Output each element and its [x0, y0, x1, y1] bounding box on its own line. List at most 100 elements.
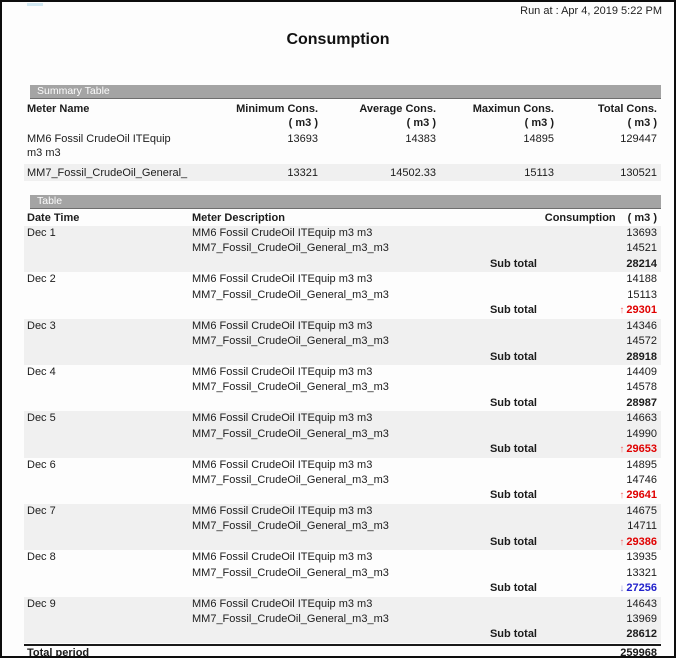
- date-cell: [24, 288, 192, 303]
- consumption-value: 14746: [626, 474, 657, 486]
- meter-description-cell: MM6 Fossil CrudeOil ITEquip m3 m3: [192, 319, 373, 332]
- avg-value: 14502.33: [390, 167, 436, 179]
- page-title: Consumption: [286, 31, 390, 48]
- sub-total-row: Sub total ↑ 29301: [24, 303, 661, 318]
- sub-total-value: ↓ 27256: [537, 581, 661, 596]
- summary-table-section: Summary Table Meter Name Minimum Cons. (…: [24, 85, 661, 181]
- min-value: 13693: [287, 133, 318, 145]
- date-cell: [24, 627, 192, 642]
- date-cell: [24, 350, 192, 365]
- run-timestamp: Run at : Apr 4, 2019 5:22 PM: [520, 5, 662, 17]
- consumption-value: 14643: [626, 597, 657, 610]
- unit-label: ( m3 ): [406, 117, 436, 129]
- meter-description-cell: MM7_Fossil_CrudeOil_General_m3_m3: [192, 612, 389, 625]
- meter-description-cell: MM6 Fossil CrudeOil ITEquip m3 m3: [192, 551, 373, 564]
- meter-description-cell: MM6 Fossil CrudeOil ITEquip m3 m3: [192, 273, 373, 286]
- meter-description-cell: MM7_Fossil_CrudeOil_General_m3_m3: [192, 335, 389, 348]
- table-row: MM7_Fossil_CrudeOil_General_m3_m3 15113: [24, 288, 661, 303]
- detail-table-section-header: Table: [30, 195, 661, 209]
- sub-total-value: ↑ 29301: [537, 303, 661, 318]
- table-row: Dec 1 MM6 Fossil CrudeOil ITEquip m3 m3 13…: [24, 226, 661, 241]
- sub-total-value: 28612: [537, 627, 661, 642]
- sub-total-row: Sub total 28987: [24, 396, 661, 411]
- date-group: Dec 9 MM6 Fossil CrudeOil ITEquip m3 m3 14…: [24, 596, 661, 643]
- sub-total-value: ↑ 29653: [537, 442, 661, 457]
- total-period-label: Total period: [27, 646, 90, 658]
- sub-total-value: 28918: [537, 350, 661, 365]
- table-row: MM7_Fossil_CrudeOil_General_m3_m3 14746: [24, 473, 661, 488]
- date-cell: Dec 2: [27, 273, 56, 286]
- table-row: Dec 5 MM6 Fossil CrudeOil ITEquip m3 m3 14…: [24, 411, 661, 426]
- date-cell: Dec 1: [27, 227, 56, 239]
- table-row: Dec 9 MM6 Fossil CrudeOil ITEquip m3 m3 14…: [24, 597, 661, 612]
- sub-total-number: 27256: [626, 582, 657, 595]
- date-cell: [24, 303, 192, 318]
- consumption-value: 14521: [626, 242, 657, 255]
- table-row: Dec 6 MM6 Fossil CrudeOil ITEquip m3 m3 14…: [24, 458, 661, 473]
- min-value: 13321: [287, 167, 318, 179]
- consumption-value: 14188: [626, 273, 657, 286]
- detail-table-body: Dec 1 MM6 Fossil CrudeOil ITEquip m3 m3 13…: [24, 226, 661, 643]
- meter-description-cell: MM7_Fossil_CrudeOil_General_m3_m3: [192, 381, 389, 394]
- table-row: Dec 2 MM6 Fossil CrudeOil ITEquip m3 m3 14…: [24, 272, 661, 287]
- sub-total-row: Sub total 28612: [24, 627, 661, 642]
- consumption-value: 14675: [626, 504, 657, 517]
- meter-name: MM7_Fossil_CrudeOil_General_: [27, 167, 188, 179]
- up-arrow-icon: ↑: [619, 444, 625, 456]
- sub-total-label: Sub total: [489, 350, 537, 363]
- avg-value: 14383: [405, 133, 436, 145]
- col-header-meter-description: Meter Description: [192, 212, 285, 224]
- table-row: MM7_Fossil_CrudeOil_General_m3_m3 14578: [24, 380, 661, 395]
- sub-total-row: Sub total ↑ 29641: [24, 488, 661, 503]
- date-group: Dec 6 MM6 Fossil CrudeOil ITEquip m3 m3 14…: [24, 458, 661, 504]
- date-cell: [24, 334, 192, 349]
- down-arrow-icon: ↓: [619, 583, 625, 595]
- meter-description-cell: MM6 Fossil CrudeOil ITEquip m3 m3: [192, 458, 373, 471]
- date-cell: Dec 3: [27, 319, 56, 332]
- sub-total-row: Sub total 28918: [24, 350, 661, 365]
- consumption-value: 15113: [627, 288, 657, 301]
- date-cell: [24, 612, 192, 627]
- meter-description-cell: MM7_Fossil_CrudeOil_General_m3_m3: [192, 427, 389, 440]
- sub-total-row: Sub total 28214: [24, 257, 661, 272]
- table-row: MM7_Fossil_CrudeOil_General_m3_m3 14572: [24, 334, 661, 349]
- meter-description-cell: MM7_Fossil_CrudeOil_General_m3_m3: [192, 566, 389, 579]
- meter-description-cell: MM6 Fossil CrudeOil ITEquip m3 m3: [192, 227, 373, 239]
- sub-total-label: Sub total: [489, 396, 537, 409]
- sub-total-label: Sub total: [489, 582, 537, 595]
- table-row: Dec 8 MM6 Fossil CrudeOil ITEquip m3 m3 13…: [24, 550, 661, 565]
- table-row: MM7_Fossil_CrudeOil_General_m3_m3 13969: [24, 612, 661, 627]
- unit-label: ( m3 ): [627, 212, 657, 224]
- consumption-value: 13693: [626, 227, 657, 239]
- date-cell: Dec 7: [27, 504, 56, 517]
- total-value: 130521: [620, 167, 657, 179]
- consumption-value: 14663: [626, 412, 657, 425]
- date-cell: [24, 535, 192, 550]
- summary-table-section-header: Summary Table: [30, 85, 661, 99]
- date-group: Dec 2 MM6 Fossil CrudeOil ITEquip m3 m3 14…: [24, 272, 661, 318]
- table-row: MM7_Fossil_CrudeOil_General_m3_m3 14990: [24, 427, 661, 442]
- date-group: Dec 3 MM6 Fossil CrudeOil ITEquip m3 m3 14…: [24, 318, 661, 365]
- meter-description-cell: MM6 Fossil CrudeOil ITEquip m3 m3: [192, 504, 373, 517]
- max-value: 14895: [523, 133, 554, 145]
- date-cell: [24, 396, 192, 411]
- col-header-total-cons: Total Cons. ( m3 ): [554, 102, 661, 130]
- consumption-value: 13935: [626, 551, 657, 564]
- date-cell: Dec 5: [27, 412, 56, 425]
- sub-total-label: Sub total: [489, 443, 537, 456]
- date-cell: [24, 473, 192, 488]
- meter-description-cell: MM6 Fossil CrudeOil ITEquip m3 m3: [192, 412, 373, 425]
- max-value: 15113: [524, 167, 554, 179]
- sub-total-label: Sub total: [489, 489, 537, 502]
- sub-total-label: Sub total: [489, 257, 537, 270]
- meter-description-cell: MM7_Fossil_CrudeOil_General_m3_m3: [192, 520, 389, 533]
- col-header-average-cons: Average Cons. ( m3 ): [318, 102, 436, 130]
- sub-total-number: 28612: [626, 628, 657, 641]
- col-header-consumption: Consumption( m3 ): [544, 212, 657, 224]
- table-row: MM7_Fossil_CrudeOil_General_m3_m3 14521: [24, 241, 661, 256]
- date-cell: [24, 488, 192, 503]
- table-row: MM7_Fossil_CrudeOil_General_m3_m3 13321: [24, 566, 661, 581]
- detail-table-header-row: Date Time Meter Description Consumption(…: [24, 209, 661, 226]
- date-cell: [24, 380, 192, 395]
